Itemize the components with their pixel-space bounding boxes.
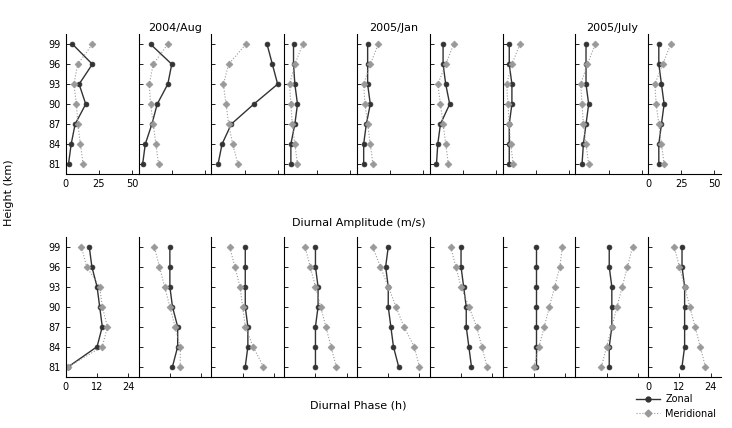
Title: 2004/Aug: 2004/Aug	[148, 24, 202, 33]
Text: Diurnal Phase (h): Diurnal Phase (h)	[310, 401, 407, 411]
Text: Diurnal Amplitude (m/s): Diurnal Amplitude (m/s)	[292, 218, 425, 228]
Title: 2005/July: 2005/July	[586, 24, 638, 33]
Text: Height (km): Height (km)	[4, 159, 14, 226]
Title: 2005/Jan: 2005/Jan	[369, 24, 418, 33]
Legend: Zonal, Meridional: Zonal, Meridional	[636, 394, 716, 419]
